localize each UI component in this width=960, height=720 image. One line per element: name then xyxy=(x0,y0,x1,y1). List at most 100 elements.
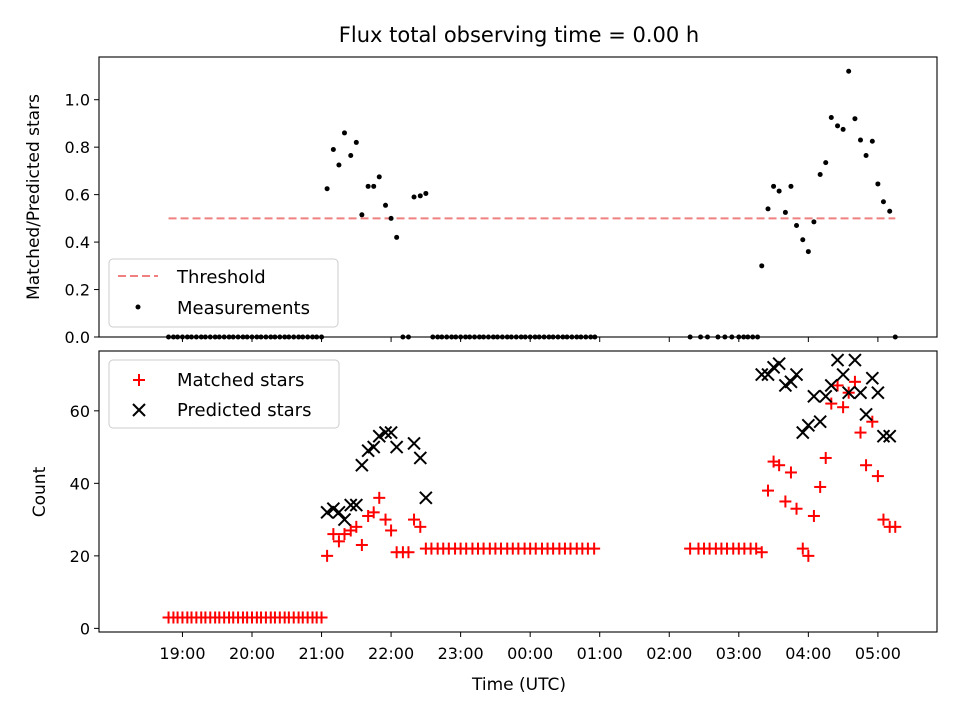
matched-star-point xyxy=(796,542,809,555)
predicted-star-point xyxy=(772,356,786,371)
measurement-point xyxy=(359,212,365,218)
predicted-star-point xyxy=(378,425,393,440)
predicted-star-point xyxy=(320,505,334,520)
matched-star-point xyxy=(779,495,792,508)
measurement-point xyxy=(880,199,886,205)
measurement-point xyxy=(835,123,841,129)
matched-star-point xyxy=(837,401,850,414)
matched-star-point xyxy=(373,491,386,504)
matched-star-point xyxy=(831,379,844,392)
count-y-tick-label: 60 xyxy=(70,402,90,421)
chart-title: Flux total observing time = 0.00 h xyxy=(339,23,699,47)
predicted-star-point xyxy=(824,378,839,393)
matched-star-point xyxy=(762,484,775,497)
measurement-point xyxy=(771,183,777,189)
measurement-point xyxy=(423,190,429,196)
count-panel: 0 20 40 60 19:00 20:00 21:00 22:00 23:00 00:00 01… xyxy=(30,350,938,695)
ratio-x-axis-ticks xyxy=(181,337,879,342)
measurements-legend-label: Measurements xyxy=(177,298,310,319)
matched-star-point xyxy=(877,513,890,526)
matched-star-point xyxy=(871,470,884,483)
predicted-legend-label: Predicted stars xyxy=(177,400,311,421)
measurement-point xyxy=(353,139,359,145)
measurement-point xyxy=(858,137,864,143)
matched-star-point xyxy=(321,549,334,562)
x-tick-label: 20:00 xyxy=(229,644,275,663)
x-tick-label: 22:00 xyxy=(368,644,414,663)
measurement-point xyxy=(411,194,417,200)
matched-star-point xyxy=(355,538,368,551)
measurement-point xyxy=(388,215,394,221)
measurement-point xyxy=(805,249,811,255)
x-tick-label: 23:00 xyxy=(438,644,484,663)
measurement-point xyxy=(811,219,817,225)
ratio-y-tick-label: 1.0 xyxy=(65,91,90,110)
predicted-star-point xyxy=(859,407,873,422)
measurement-point xyxy=(887,208,893,214)
predicted-star-point xyxy=(332,505,346,520)
ratio-legend-box xyxy=(108,258,339,328)
measurement-point xyxy=(336,162,342,168)
ratio-panel: 0.0 0.2 0.4 0.6 0.8 1.0 Matched/Predicted sta… xyxy=(24,56,938,347)
matched-star-point xyxy=(819,451,832,464)
matched-star-point xyxy=(402,546,415,559)
predicted-star-point xyxy=(841,385,856,400)
measurement-point xyxy=(852,116,858,122)
measurement-point xyxy=(869,138,875,144)
matched-star-point xyxy=(866,415,879,428)
ratio-legend: Threshold Measurements xyxy=(108,258,339,328)
predicted-star-point xyxy=(883,429,897,443)
count-x-axis: 19:00 20:00 21:00 22:00 23:00 00:00 01:00 02:00… xyxy=(159,632,901,663)
predicted-star-point xyxy=(789,367,804,382)
predicted-star-point xyxy=(784,375,798,389)
x-tick-label: 02:00 xyxy=(646,644,692,663)
measurement-point xyxy=(324,186,330,192)
matched-star-point xyxy=(773,459,786,472)
x-tick-label: 21:00 xyxy=(298,644,344,663)
matched-star-point xyxy=(379,513,392,526)
matched-star-point xyxy=(825,397,838,410)
measurement-point xyxy=(817,171,823,177)
measurement-point xyxy=(365,183,371,189)
matched-star-point xyxy=(814,480,827,493)
predicted-star-point xyxy=(419,491,433,505)
matched-star-point xyxy=(854,426,867,439)
ratio-y-tick-label: 0.0 xyxy=(65,328,90,347)
measurement-point xyxy=(348,152,354,158)
matched-star-point xyxy=(807,509,820,522)
measurement-point xyxy=(840,126,846,132)
measurement-point xyxy=(417,193,423,199)
predicted-star-point xyxy=(366,440,381,454)
predicted-legend-swatch xyxy=(132,403,146,417)
count-y-axis: 0 20 40 60 xyxy=(70,402,99,638)
measurement-point xyxy=(394,234,400,240)
matched-star-point xyxy=(588,542,601,555)
x-tick-label: 19:00 xyxy=(159,644,205,663)
measurement-point xyxy=(800,237,806,243)
measurement-point xyxy=(776,188,782,194)
matched-star-point xyxy=(332,535,345,548)
measurement-point xyxy=(376,174,382,180)
matched-star-point xyxy=(790,502,803,515)
predicted-star-point xyxy=(871,385,885,400)
predicted-star-point xyxy=(349,498,364,512)
measurement-point xyxy=(330,147,336,153)
measurement-point xyxy=(371,183,377,189)
measurement-point xyxy=(782,209,788,215)
measurement-point xyxy=(828,115,834,121)
count-y-tick-label: 20 xyxy=(70,547,90,566)
count-legend: Matched stars Predicted stars xyxy=(108,359,340,429)
predicted-star-point xyxy=(830,353,845,367)
ratio-y-axis: 0.0 0.2 0.4 0.6 0.8 1.0 xyxy=(65,91,99,347)
predicted-star-point xyxy=(372,429,386,443)
predicted-star-point xyxy=(865,371,880,385)
matched-star-point xyxy=(784,466,797,479)
threshold-legend-label: Threshold xyxy=(176,267,266,288)
measurement-point xyxy=(788,183,794,189)
matched-star-point xyxy=(889,520,902,533)
matched-star-point xyxy=(755,546,768,559)
predicted-star-point xyxy=(384,425,398,440)
matched-star-point xyxy=(802,549,815,562)
ratio-y-tick-label: 0.4 xyxy=(65,233,90,252)
x-tick-label: 05:00 xyxy=(855,644,901,663)
